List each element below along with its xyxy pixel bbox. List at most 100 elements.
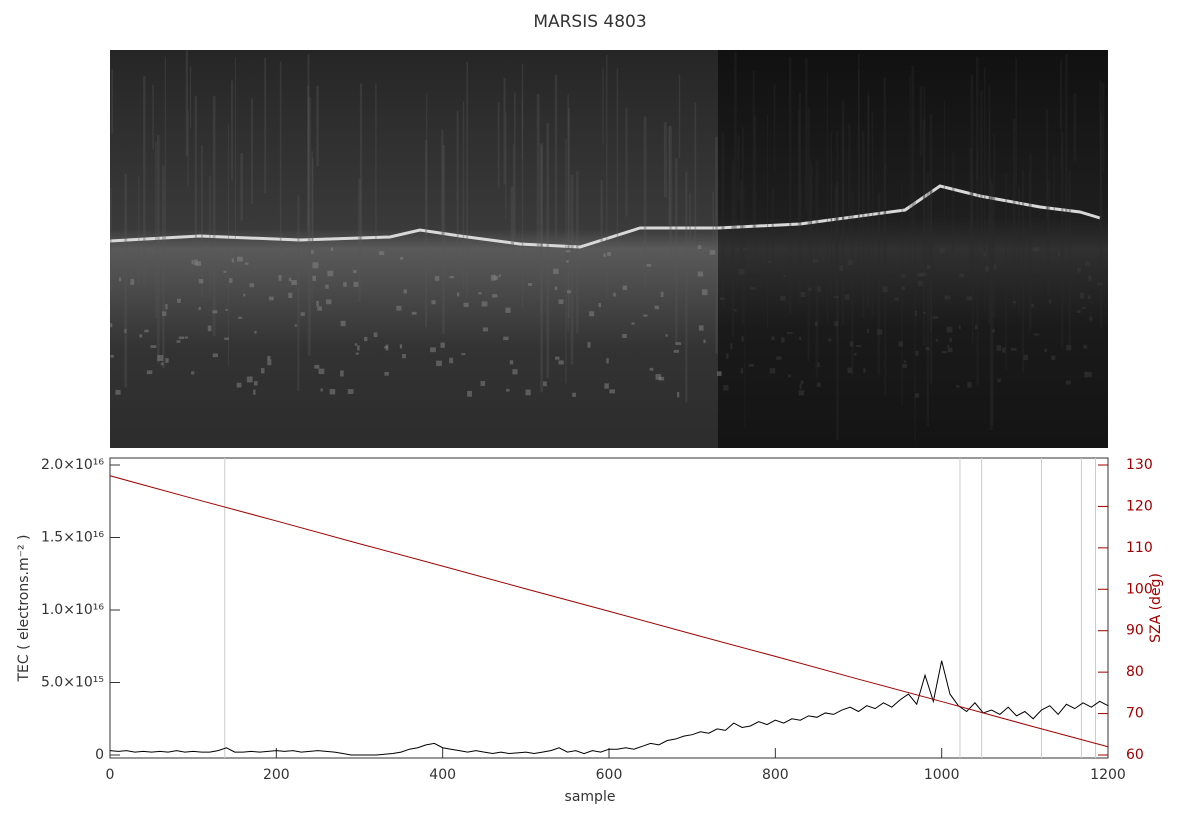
radargram-speckle bbox=[914, 393, 920, 398]
radargram-speckle bbox=[817, 362, 820, 368]
radargram-speckle bbox=[800, 380, 804, 384]
radargram-speckle bbox=[146, 370, 153, 375]
radargram-streak bbox=[766, 114, 769, 329]
radargram-speckle bbox=[660, 291, 664, 298]
radargram-speckle bbox=[631, 322, 635, 325]
radargram-streak bbox=[425, 140, 428, 328]
radargram-speckle bbox=[449, 275, 455, 279]
radargram-streak bbox=[1099, 80, 1102, 227]
radargram-streak bbox=[989, 179, 993, 431]
sza-line bbox=[109, 475, 1109, 748]
radargram-streak bbox=[970, 74, 974, 267]
radargram-streak bbox=[497, 102, 500, 188]
radargram-streak bbox=[164, 56, 166, 243]
radargram-streak bbox=[871, 112, 874, 319]
y-tick-label: 2.0×10¹⁶ bbox=[41, 457, 104, 473]
radargram-streak bbox=[731, 160, 735, 337]
radargram-streak bbox=[606, 54, 608, 299]
radargram-speckle bbox=[461, 353, 466, 356]
radargram-speckle bbox=[1083, 344, 1088, 349]
radargram-streak bbox=[600, 180, 603, 265]
radargram-streak bbox=[969, 147, 973, 270]
radargram-speckle bbox=[856, 344, 861, 347]
radargram-speckle bbox=[966, 296, 973, 301]
radargram-speckle bbox=[997, 378, 1001, 383]
radargram-speckle bbox=[839, 265, 844, 272]
radargram-speckle bbox=[920, 272, 927, 277]
radargram-speckle bbox=[1076, 268, 1081, 273]
radargram-speckle bbox=[1087, 295, 1091, 300]
y2-tick-label: 120 bbox=[1126, 498, 1153, 514]
radargram-speckle bbox=[300, 312, 305, 316]
radargram-speckle bbox=[246, 376, 253, 383]
radargram-speckle bbox=[1033, 333, 1040, 336]
radargram-streak bbox=[505, 112, 507, 219]
radargram-speckle bbox=[901, 286, 905, 291]
radargram-speckle bbox=[742, 247, 748, 251]
radargram-speckle bbox=[506, 388, 510, 392]
radargram-speckle bbox=[847, 259, 853, 266]
radargram-speckle bbox=[565, 250, 571, 253]
radargram-streak bbox=[878, 191, 881, 290]
radargram-speckle bbox=[1066, 344, 1072, 351]
radargram-speckle bbox=[658, 376, 665, 381]
radargram-speckle bbox=[554, 356, 560, 360]
y2-tick-label: 90 bbox=[1126, 623, 1144, 639]
radargram-speckle bbox=[505, 307, 511, 313]
radargram-speckle bbox=[558, 360, 564, 365]
radargram-speckle bbox=[124, 328, 127, 334]
radargram-speckle bbox=[543, 381, 547, 387]
radargram-speckle bbox=[130, 278, 135, 285]
y-tick-label: 1.0×10¹⁶ bbox=[41, 602, 104, 618]
radargram-speckle bbox=[996, 345, 1002, 351]
radargram-speckle bbox=[554, 286, 558, 290]
radargram-speckle bbox=[725, 353, 729, 359]
radargram-speckle bbox=[436, 360, 442, 367]
radargram-speckle bbox=[509, 360, 514, 365]
radargram-streak bbox=[1021, 170, 1025, 373]
radargram-streak bbox=[554, 74, 558, 240]
radargram-speckle bbox=[384, 371, 389, 376]
radargram-speckle bbox=[525, 389, 531, 396]
radargram-speckle bbox=[697, 245, 702, 249]
radargram-streak bbox=[826, 73, 829, 323]
radargram-streak bbox=[375, 83, 377, 257]
radargram-streak bbox=[668, 126, 671, 225]
radargram-speckle bbox=[783, 275, 786, 278]
radargram-streak bbox=[311, 151, 313, 303]
radargram-speckle bbox=[254, 330, 257, 334]
radargram-streak bbox=[926, 171, 930, 427]
y-axis-label: TEC ( electrons.m⁻² ) bbox=[16, 534, 32, 682]
radargram-speckle bbox=[894, 297, 899, 301]
radargram-streak bbox=[919, 85, 923, 157]
radargram-speckle bbox=[959, 273, 965, 278]
radargram-speckle bbox=[223, 270, 227, 273]
radargram-speckle bbox=[1084, 371, 1087, 378]
radargram-speckle bbox=[165, 303, 168, 310]
radargram-streak bbox=[1005, 173, 1007, 370]
radargram bbox=[109, 50, 1108, 448]
radargram-speckle bbox=[768, 260, 771, 264]
radargram-speckle bbox=[449, 357, 454, 364]
radargram-speckle bbox=[587, 341, 591, 348]
radargram-speckle bbox=[176, 340, 181, 343]
radargram-streak bbox=[307, 86, 310, 233]
radargram-speckle bbox=[110, 354, 114, 358]
radargram-speckle bbox=[769, 368, 776, 374]
radargram-streak bbox=[789, 56, 792, 314]
radargram-streak bbox=[138, 176, 140, 285]
y-tick-label: 5.0×10¹⁵ bbox=[41, 675, 104, 691]
radargram-speckle bbox=[844, 294, 850, 300]
radargram-speckle bbox=[646, 263, 651, 267]
radargram-speckle bbox=[157, 355, 164, 361]
radargram-speckle bbox=[1051, 355, 1056, 360]
radargram-speckle bbox=[816, 382, 821, 387]
radargram-streak bbox=[737, 135, 740, 200]
radargram-streak bbox=[807, 108, 810, 362]
radargram-left bbox=[110, 50, 718, 448]
radargram-speckle bbox=[849, 341, 854, 347]
radargram-speckle bbox=[198, 278, 204, 284]
radargram-speckle bbox=[655, 374, 662, 380]
radargram-speckle bbox=[492, 294, 498, 298]
radargram-streak bbox=[1018, 186, 1021, 314]
